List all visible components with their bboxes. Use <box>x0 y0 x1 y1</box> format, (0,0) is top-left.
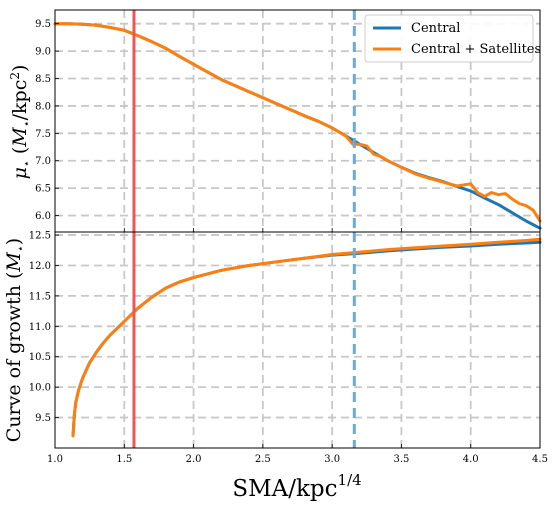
legend-label-central: Central <box>411 21 460 36</box>
x-tick-label: 4.0 <box>463 454 479 465</box>
y-tick-label: 7.0 <box>35 156 51 167</box>
bottom-panel-reference-lines <box>132 232 356 448</box>
y-tick-label: 11.5 <box>29 291 51 302</box>
top-panel-reference-lines <box>132 10 356 232</box>
y-tick-label: 7.5 <box>35 129 51 140</box>
x-tick-label: 2.5 <box>255 454 271 465</box>
bottom-panel-grid <box>55 232 540 448</box>
bottom-panel-ticks: 1.0 1.5 2.0 2.5 3.0 3.5 4.0 4.5 9.5 10.0 10.5 11.0 1… <box>29 231 548 465</box>
y-tick-label: 8.0 <box>35 101 51 112</box>
series-line-satellites <box>53 22 542 223</box>
x-tick-label: 4.5 <box>532 454 548 465</box>
x-tick-label: 3.5 <box>393 454 409 465</box>
y-tick-label: 12.0 <box>29 261 51 272</box>
legend-label-satellites: Central + Satellites <box>411 42 541 57</box>
y-tick-label: 9.5 <box>35 19 51 30</box>
top-panel-series <box>53 22 542 230</box>
panel-frames <box>54 9 541 449</box>
panel-frame <box>54 231 541 449</box>
y-tick-label: 9.5 <box>35 413 51 424</box>
y-tick-label: 10.0 <box>29 383 51 394</box>
y-tick-label: 9.0 <box>35 47 51 58</box>
y-tick-label: 12.5 <box>29 231 51 242</box>
series-line-satellites <box>71 237 542 438</box>
x-tick-label: 2.0 <box>186 454 202 465</box>
bottom-panel-ylabel: Curve of growth (M⋆) <box>3 238 27 442</box>
y-tick-label: 8.5 <box>35 74 51 85</box>
y-tick-label: 6.5 <box>35 184 51 195</box>
legend: Central Central + Satellites <box>364 14 541 63</box>
y-tick-label: 6.0 <box>35 211 51 222</box>
x-tick-label: 1.0 <box>47 454 63 465</box>
x-axis-label: SMA/kpc1/4 <box>232 471 361 502</box>
bottom-panel-series <box>71 237 542 438</box>
top-panel-ticks: 6.0 6.5 7.0 7.5 8.0 8.5 9.0 9.5 <box>35 19 541 232</box>
x-tick-label: 1.5 <box>116 454 132 465</box>
top-panel-ylabel: μ⋆ (M⋆/kpc2) <box>8 65 33 180</box>
x-tick-label: 3.0 <box>324 454 340 465</box>
y-tick-label: 10.5 <box>29 352 51 363</box>
y-tick-label: 11.0 <box>29 322 51 333</box>
top-panel-grid <box>55 10 540 232</box>
